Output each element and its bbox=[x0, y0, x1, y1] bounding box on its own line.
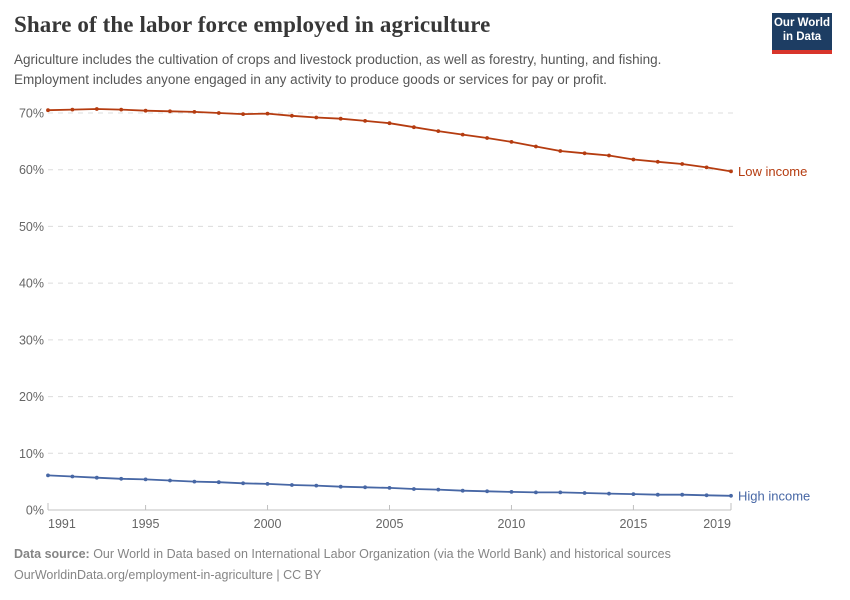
owid-logo-line-1: Our World bbox=[773, 17, 830, 29]
x-tick-label: 2000 bbox=[254, 517, 282, 531]
x-tick-label: 2005 bbox=[376, 517, 404, 531]
data-source-text: Our World in Data based on International… bbox=[89, 547, 671, 561]
y-tick-label: 50% bbox=[19, 220, 44, 234]
line-chart: 0% 10% 20% 30% 40% 50% 60% 70% 1991 1995 2000 2005 2… bbox=[19, 107, 810, 532]
series-line bbox=[47, 474, 732, 497]
y-axis-labels: 0% 10% 20% 30% 40% 50% 60% 70% bbox=[19, 107, 44, 518]
series-end-label: Low income bbox=[738, 164, 807, 179]
x-tick-label: 2015 bbox=[620, 517, 648, 531]
x-axis: 1991 1995 2000 2005 2010 2015 2019 bbox=[47, 503, 732, 531]
chart-footer: Data source: Our World in Data based on … bbox=[14, 544, 794, 586]
series-low-income: Low income bbox=[46, 107, 807, 179]
y-tick-label: 0% bbox=[26, 504, 44, 518]
series-end-label: High income bbox=[738, 488, 810, 503]
subtitle-line-2: Employment includes anyone engaged in an… bbox=[14, 72, 607, 87]
y-tick-label: 60% bbox=[19, 163, 44, 177]
y-tick-label: 20% bbox=[19, 390, 44, 404]
x-tick-label: 2019 bbox=[703, 517, 731, 531]
chart-subtitle: Agriculture includes the cultivation of … bbox=[14, 50, 774, 90]
y-tick-label: 40% bbox=[19, 277, 44, 291]
series-line bbox=[47, 108, 732, 173]
gridlines bbox=[48, 112, 734, 454]
y-tick-label: 70% bbox=[19, 107, 44, 121]
subtitle-line-1: Agriculture includes the cultivation of … bbox=[14, 52, 662, 67]
footer-link-line[interactable]: OurWorldinData.org/employment-in-agricul… bbox=[14, 568, 322, 582]
page-title: Share of the labor force employed in agr… bbox=[14, 12, 491, 37]
owid-logo[interactable]: Our World in Data bbox=[772, 13, 832, 54]
owid-logo-line-2: in Data bbox=[782, 31, 822, 43]
data-source-line: Data source: Our World in Data based on … bbox=[14, 544, 794, 565]
data-source-label: Data source: bbox=[14, 547, 90, 561]
x-tick-label: 1991 bbox=[48, 517, 76, 531]
series-high-income: High income bbox=[46, 473, 810, 503]
x-tick-label: 1995 bbox=[132, 517, 160, 531]
x-tick-label: 2010 bbox=[498, 517, 526, 531]
y-tick-label: 30% bbox=[19, 333, 44, 347]
y-tick-label: 10% bbox=[19, 447, 44, 461]
